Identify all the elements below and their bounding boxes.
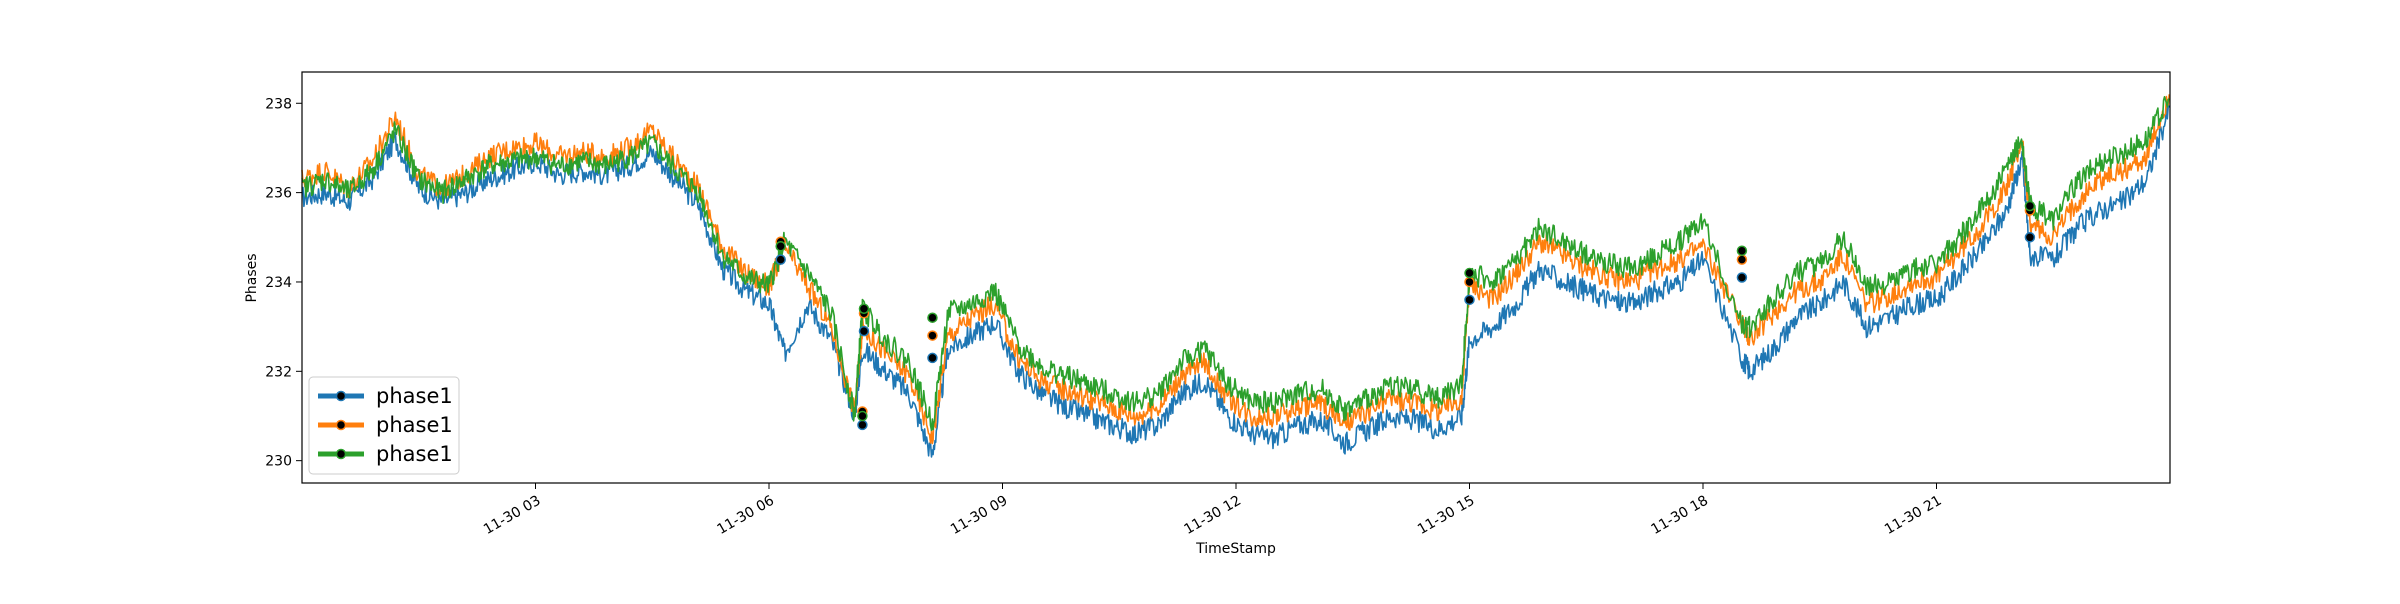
x-tick-label: 11-30 03 bbox=[481, 493, 544, 538]
legend-label: phase1 bbox=[376, 384, 453, 408]
y-tick-label: 238 bbox=[265, 96, 292, 112]
marker-point bbox=[927, 352, 938, 364]
y-tick-label: 236 bbox=[265, 186, 292, 202]
marker-point bbox=[775, 240, 786, 252]
legend-box bbox=[308, 376, 460, 475]
y-tick-label: 230 bbox=[265, 454, 292, 470]
marker-point bbox=[1464, 267, 1475, 279]
x-tick-label: 11-30 09 bbox=[948, 493, 1011, 538]
x-tick-label: 11-30 18 bbox=[1648, 493, 1711, 538]
x-axis: 11-30 03 11-30 06 11-30 09 11-30 12 11-30 15… bbox=[481, 483, 1945, 538]
x-tick-label: 11-30 21 bbox=[1882, 493, 1945, 538]
y-axis: 230 232 234 236 238 bbox=[265, 96, 302, 470]
legend: phase1 phase1 phase1 bbox=[308, 376, 460, 475]
marker-point bbox=[1464, 294, 1475, 306]
marker-point bbox=[2024, 200, 2036, 212]
marker-point bbox=[775, 254, 786, 265]
legend-label: phase1 bbox=[376, 442, 453, 466]
marker-point bbox=[927, 330, 938, 341]
x-tick-label: 11-30 06 bbox=[714, 493, 777, 538]
x-axis-title: TimeStamp bbox=[1195, 541, 1276, 557]
y-tick-label: 234 bbox=[265, 275, 292, 291]
series-layer bbox=[301, 94, 2170, 458]
legend-swatch-marker bbox=[335, 390, 347, 402]
y-tick-label: 232 bbox=[265, 364, 292, 380]
legend-label: phase1 bbox=[376, 413, 453, 437]
series-line-2 bbox=[301, 94, 2170, 445]
marker-point bbox=[858, 325, 870, 337]
marker-point bbox=[1736, 254, 1748, 265]
marker-point bbox=[858, 303, 870, 315]
marker-point bbox=[1736, 272, 1748, 283]
marker-point bbox=[927, 312, 938, 323]
series-line-3 bbox=[301, 96, 2170, 432]
legend-swatch-marker bbox=[335, 448, 347, 460]
y-axis-title: Phases bbox=[244, 253, 260, 302]
marker-point bbox=[857, 419, 868, 431]
marker-point bbox=[1464, 276, 1475, 288]
x-tick-label: 11-30 15 bbox=[1415, 493, 1478, 538]
marker-point bbox=[857, 410, 868, 422]
marker-point bbox=[2024, 232, 2036, 243]
marker-layer bbox=[775, 200, 2036, 431]
x-tick-label: 11-30 12 bbox=[1181, 493, 1244, 538]
marker-point bbox=[1736, 245, 1748, 256]
legend-swatch-marker bbox=[335, 419, 347, 431]
